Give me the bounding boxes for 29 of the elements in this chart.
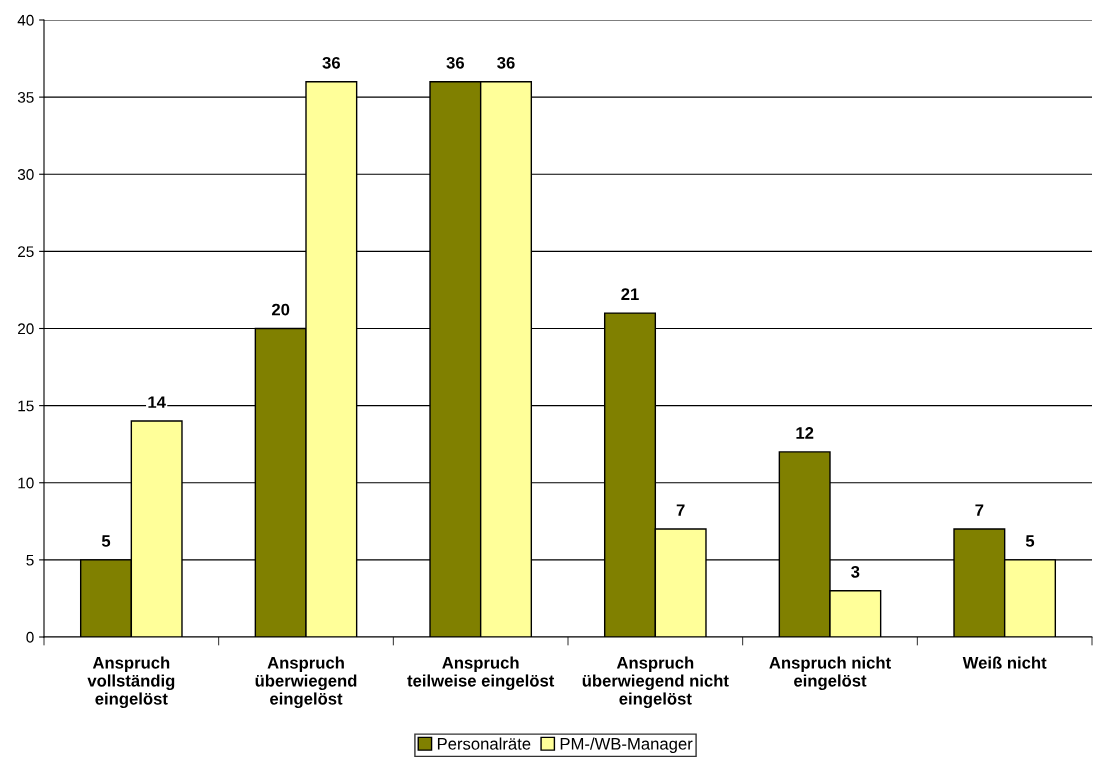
y-tick-label: 15	[18, 400, 34, 412]
x-tick-label: Anspruch nicht eingelöst	[769, 656, 891, 691]
data-label: 21	[621, 288, 639, 300]
y-tick-label: 25	[18, 246, 34, 258]
data-label: 3	[851, 565, 860, 578]
y-tick-label: 40	[17, 14, 34, 26]
x-tick-label: Weiß nicht	[962, 656, 1047, 669]
data-label: 7	[975, 504, 984, 516]
legend-label: PM-/WB-Manager	[560, 737, 693, 754]
data-label: 36	[446, 56, 465, 69]
y-tick-label: 20	[18, 323, 34, 335]
data-label: 36	[322, 56, 340, 69]
y-tick-label: 30	[17, 169, 34, 180]
legend-label: Personalräte	[437, 737, 531, 750]
data-label: 5	[101, 535, 111, 547]
data-label: 12	[796, 427, 814, 439]
data-label: 7	[676, 504, 685, 516]
data-label: 36	[497, 56, 515, 69]
y-tick-label: 35	[17, 91, 34, 103]
x-tick-label: Anspruch überwiegend nicht eingelöst	[582, 656, 729, 709]
x-tick-label: Anspruch vollständig eingelöst	[87, 656, 175, 709]
y-tick-label: 0	[26, 631, 34, 643]
x-tick-label: Anspruch teilweise eingelöst	[407, 656, 555, 691]
y-tick-label: 5	[26, 554, 34, 566]
data-label: 5	[1025, 535, 1035, 547]
data-label: 14	[148, 396, 166, 408]
data-label: 20	[271, 303, 290, 316]
y-tick-label: 10	[18, 477, 34, 489]
x-tick-label: Anspruch überwiegend eingelöst	[255, 656, 357, 709]
